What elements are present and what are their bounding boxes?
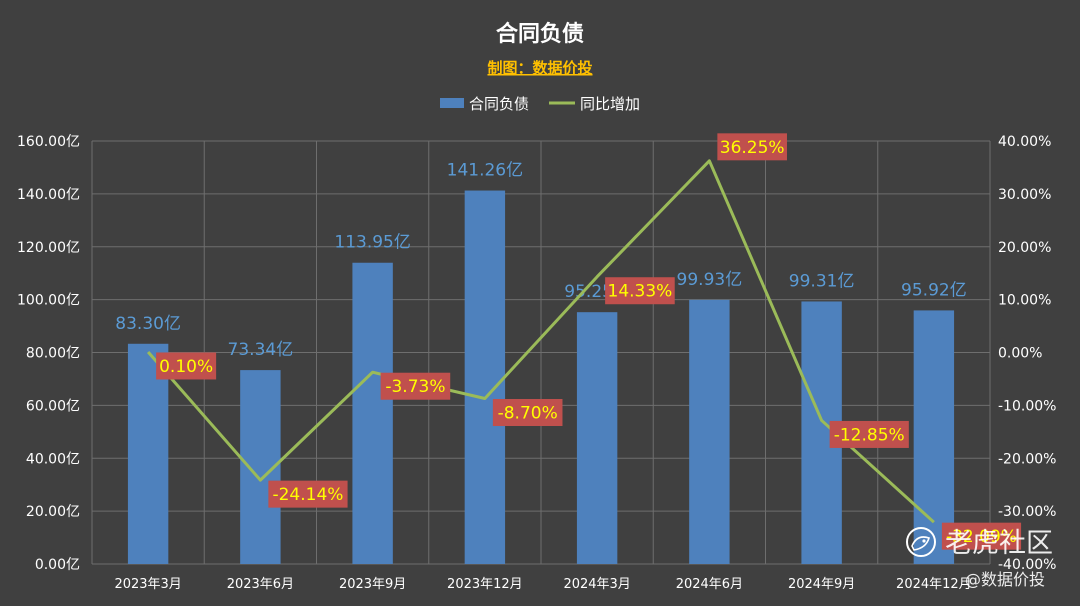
left-axis-ticks: 0.00亿 20.00亿 40.00亿 60.00亿 80.00亿 100.00亿 120.… — [17, 134, 80, 573]
line-value-label: -12.85% — [834, 425, 905, 445]
x-axis-ticks: 2023年3月 2023年6月 2023年9月 2023年12月 2024年3月 2024… — [114, 577, 971, 592]
line-value-label: -24.14% — [272, 485, 343, 505]
bar — [689, 299, 730, 564]
y-right-tick-label: 40.00% — [998, 134, 1051, 150]
bar-value-label: 99.31亿 — [789, 271, 855, 291]
bar-series — [127, 190, 955, 564]
tiger-logo-icon — [906, 527, 936, 557]
y-right-tick-label: 30.00% — [998, 187, 1051, 203]
line-label-box — [156, 352, 217, 380]
y-right-tick-label: -40.00% — [998, 557, 1056, 573]
line-label-box — [492, 399, 563, 427]
bar — [464, 190, 506, 564]
bar-value-label: 95.92亿 — [901, 280, 967, 300]
y-right-tick-label: -20.00% — [998, 451, 1056, 467]
x-tick-label: 2023年6月 — [227, 577, 294, 592]
watermark: 老虎社区 @数据价投 — [906, 527, 1053, 589]
chart-subtitle: 制图：数据价投 — [487, 59, 592, 77]
bar-value-label: 73.34亿 — [228, 340, 294, 360]
line-value-label: 14.33% — [608, 282, 673, 302]
x-tick-label: 2024年3月 — [563, 577, 630, 592]
y-left-tick-label: 20.00亿 — [26, 504, 80, 520]
line-value-label: -8.70% — [498, 404, 558, 424]
y-left-tick-label: 80.00亿 — [26, 346, 80, 362]
y-right-tick-label: 20.00% — [998, 240, 1051, 256]
line-value-label: 36.25% — [720, 138, 785, 158]
right-axis-ticks: -40.00% -30.00% -20.00% -10.00% 0.00% 10.00% 2… — [998, 134, 1056, 573]
line-value-label: -3.73% — [385, 377, 445, 397]
y-left-tick-label: 100.00亿 — [17, 293, 80, 309]
bar — [576, 312, 618, 564]
bar — [352, 262, 393, 564]
y-right-tick-label: 0.00% — [998, 346, 1042, 362]
line-label-box — [717, 133, 787, 161]
y-right-tick-label: -30.00% — [998, 504, 1056, 520]
y-left-tick-label: 120.00亿 — [17, 240, 80, 256]
line-label-box — [829, 420, 909, 448]
line-label-box — [941, 522, 1022, 550]
line-data-labels: 0.10% -24.14% -3.73% -8.70% 14.33% 36.25% -12.… — [156, 133, 1022, 550]
y-left-tick-label: 40.00亿 — [26, 451, 80, 467]
chart-title: 合同负债 — [496, 21, 584, 47]
line-label-box — [380, 372, 451, 400]
y-left-tick-label: 160.00亿 — [17, 134, 80, 150]
x-tick-label: 2023年3月 — [114, 577, 181, 592]
x-tick-label: 2024年12月 — [896, 577, 972, 592]
legend-line-label: 同比增加 — [580, 95, 640, 113]
watermark-text: 老虎社区 — [945, 528, 1053, 559]
bar — [127, 343, 169, 564]
legend-bar-swatch — [440, 98, 464, 108]
legend-bar-label: 合同负债 — [469, 95, 529, 113]
watermark-sub: @数据价投 — [965, 570, 1045, 589]
y-left-tick-label: 60.00亿 — [26, 398, 80, 414]
bar-value-label: 113.95亿 — [334, 233, 410, 253]
line-series — [146, 159, 935, 524]
x-tick-label: 2024年6月 — [676, 577, 743, 592]
line-value-label: -32.09% — [946, 527, 1017, 547]
y-right-tick-label: 10.00% — [998, 293, 1051, 309]
y-left-tick-label: 140.00亿 — [17, 187, 80, 203]
x-tick-label: 2023年9月 — [339, 577, 406, 592]
bar-value-label: 99.93亿 — [677, 270, 743, 290]
legend: 合同负债 同比增加 — [440, 95, 640, 113]
x-tick-label: 2024年9月 — [788, 577, 855, 592]
line-value-label: 0.10% — [159, 357, 213, 377]
bar-value-label: 83.30亿 — [115, 314, 181, 334]
x-tick-label: 2023年12月 — [447, 577, 523, 592]
growth-line — [146, 159, 935, 524]
line-label-box — [268, 480, 348, 508]
bar-value-label: 141.26亿 — [447, 161, 523, 181]
y-right-tick-label: -10.00% — [998, 398, 1056, 414]
y-left-tick-label: 0.00亿 — [35, 557, 80, 573]
line-label-box — [605, 277, 675, 305]
